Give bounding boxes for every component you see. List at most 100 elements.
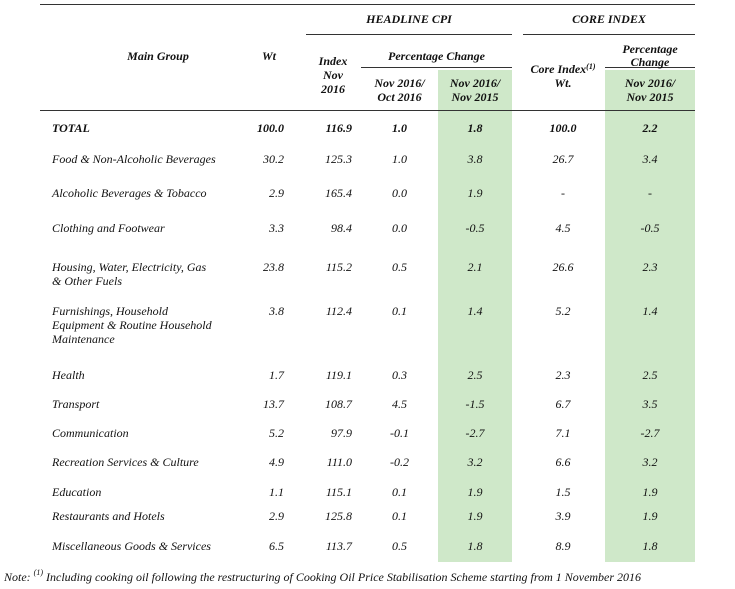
cell-yoy: -2.7 <box>465 426 485 440</box>
cell-wt: 100.0 <box>257 121 284 135</box>
cell-mom: 0.5 <box>392 539 407 553</box>
row-label: Maintenance <box>52 332 115 346</box>
row-label: Clothing and Footwear <box>52 221 165 235</box>
row-label: Restaurants and Hotels <box>52 509 165 523</box>
cell-yoy: 1.8 <box>467 539 483 553</box>
cell-wt: 2.9 <box>269 186 284 200</box>
table-top-rule <box>40 4 695 5</box>
cell-core-wt: - <box>561 186 565 200</box>
core-yoy-header-line2: Nov 2015 <box>626 90 674 104</box>
cell-yoy: 1.9 <box>467 509 483 523</box>
cell-yoy: 3.2 <box>467 455 483 469</box>
yoy-header-line2: Nov 2015 <box>451 90 499 104</box>
cell-yoy: -1.5 <box>465 397 485 411</box>
header-bottom-rule <box>40 110 695 111</box>
cell-yoy: 2.1 <box>467 260 483 274</box>
cell-core-yoy: 1.9 <box>642 509 658 523</box>
highlight-column-yoy <box>438 70 512 562</box>
cell-yoy: 1.8 <box>467 121 483 135</box>
cell-core-wt: 100.0 <box>549 121 577 135</box>
cell-index: 125.3 <box>325 152 352 166</box>
cell-mom: 0.1 <box>392 304 407 318</box>
cell-core-wt: 2.3 <box>555 368 571 382</box>
cell-wt: 3.8 <box>269 304 284 318</box>
cell-wt: 5.2 <box>269 426 284 440</box>
row-label: Communication <box>52 426 129 440</box>
cell-core-wt: 26.6 <box>552 260 574 274</box>
cell-core-wt: 5.2 <box>555 304 571 318</box>
row-label: Furnishings, Household <box>52 304 169 318</box>
core-pct-header-line2: Change <box>630 55 670 69</box>
cell-core-wt: 26.7 <box>552 152 574 166</box>
row-label: & Other Fuels <box>52 274 122 288</box>
pct-change-rule <box>361 67 512 68</box>
cell-core-yoy: 1.9 <box>642 485 658 499</box>
cell-index: 115.2 <box>325 260 352 274</box>
cell-mom: 0.0 <box>392 186 407 200</box>
cell-core-wt: 6.7 <box>555 397 571 411</box>
cell-core-wt: 3.9 <box>555 509 571 523</box>
yoy-header-line1: Nov 2016/ <box>449 76 501 90</box>
core-yoy-header-line1: Nov 2016/ <box>624 76 676 90</box>
core-index-heading: CORE INDEX <box>572 12 646 26</box>
cpi-table: HEADLINE CPI CORE INDEX Main Group Wt In… <box>40 4 695 562</box>
row-label: Recreation Services & Culture <box>52 455 199 469</box>
cell-mom: -0.1 <box>390 426 409 440</box>
core-weight-header-line2: Wt. <box>554 76 572 90</box>
row-label: Housing, Water, Electricity, Gas <box>52 260 207 274</box>
pct-change-header: Percentage Change <box>388 49 485 63</box>
cell-core-wt: 6.6 <box>555 455 571 469</box>
core-weight-header-line1: Core Index(1) <box>530 62 596 76</box>
cell-yoy: 1.9 <box>467 485 483 499</box>
footnote: Note: (1) Including cooking oil followin… <box>4 568 642 584</box>
cell-index: 116.9 <box>325 121 352 135</box>
headline-cpi-heading: HEADLINE CPI <box>366 12 452 26</box>
cell-index: 125.8 <box>325 509 352 523</box>
cell-core-yoy: -2.7 <box>640 426 660 440</box>
row-label: Health <box>52 368 85 382</box>
cell-index: 112.4 <box>325 304 352 318</box>
cell-mom: 0.5 <box>392 260 407 274</box>
row-label: Food & Non-Alcoholic Beverages <box>52 152 216 166</box>
cell-wt: 6.5 <box>269 539 284 553</box>
main-group-header: Main Group <box>127 49 189 63</box>
cell-mom: 0.1 <box>392 485 407 499</box>
cell-yoy: 1.9 <box>467 186 483 200</box>
cell-index: 97.9 <box>331 426 352 440</box>
row-label: Equipment & Routine Household <box>52 318 212 332</box>
cell-wt: 4.9 <box>269 455 284 469</box>
cell-wt: 13.7 <box>263 397 284 411</box>
cell-index: 111.0 <box>326 455 352 469</box>
cell-index: 115.1 <box>325 485 352 499</box>
mom-header-line1: Nov 2016/ <box>374 76 425 90</box>
highlight-column-core-yoy <box>605 70 695 562</box>
cell-core-yoy: 2.2 <box>642 121 658 135</box>
cell-yoy: 3.8 <box>467 152 483 166</box>
cell-core-wt: 4.5 <box>555 221 571 235</box>
cell-core-yoy: 3.5 <box>642 397 658 411</box>
weight-header: Wt <box>261 49 276 63</box>
core-pct-header-line1: Percentage <box>622 42 678 56</box>
row-label: TOTAL <box>52 121 90 135</box>
cell-wt: 2.9 <box>269 509 284 523</box>
cell-mom: 1.0 <box>392 152 407 166</box>
cell-wt: 1.7 <box>269 368 284 382</box>
cell-wt: 30.2 <box>263 152 284 166</box>
cell-yoy: 1.4 <box>467 304 483 318</box>
core-pct-change-rule <box>605 67 695 68</box>
row-label: Alcoholic Beverages & Tobacco <box>52 186 207 200</box>
row-label: Miscellaneous Goods & Services <box>52 539 211 553</box>
cell-core-wt: 7.1 <box>555 426 571 440</box>
cell-core-yoy: 1.8 <box>642 539 658 553</box>
cell-mom: 0.3 <box>392 368 407 382</box>
mom-header-line2: Oct 2016 <box>377 90 422 104</box>
cell-wt: 1.1 <box>269 485 284 499</box>
group-header-rule-cpi <box>306 34 512 35</box>
cell-yoy: 2.5 <box>467 368 483 382</box>
cell-core-yoy: -0.5 <box>640 221 660 235</box>
cell-core-yoy: 3.4 <box>642 152 658 166</box>
cell-core-yoy: - <box>648 186 652 200</box>
index-header-line1: Index <box>318 54 348 68</box>
cell-mom: 4.5 <box>392 397 407 411</box>
cell-mom: 1.0 <box>392 121 407 135</box>
